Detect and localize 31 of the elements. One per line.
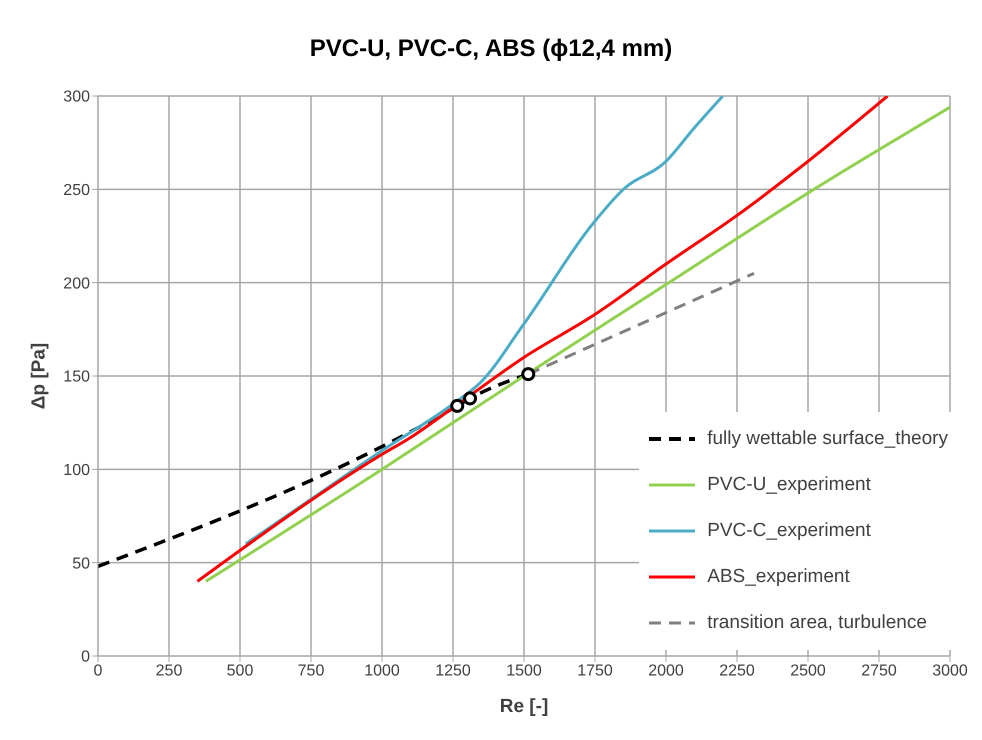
x-tick-label: 1000 xyxy=(364,662,400,680)
point xyxy=(521,367,536,382)
x-tick-label: 2000 xyxy=(648,662,684,680)
y-tick-label: 150 xyxy=(63,368,90,386)
y-tick-label: 300 xyxy=(63,88,90,106)
legend-label: ABS_experiment xyxy=(707,566,850,588)
point xyxy=(463,391,478,406)
x-tick-label: 2250 xyxy=(719,662,755,680)
x-tick-label: 3000 xyxy=(932,662,968,680)
x-axis-title: Re [-] xyxy=(500,696,548,717)
x-tick-label: 2750 xyxy=(861,662,897,680)
y-tick-label: 200 xyxy=(63,275,90,292)
chart-title: PVC-U, PVC-C, ABS (ϕ12,4 mm) xyxy=(308,34,674,64)
y-tick-label: 0 xyxy=(81,648,90,666)
legend-label: transition area, turbulence xyxy=(707,612,927,634)
legend-label: fully wettable surface_theory xyxy=(707,428,948,450)
x-tick-label: 250 xyxy=(156,662,182,680)
y-axis-title: Δp [Pa] xyxy=(28,342,50,410)
x-tick-label: 1250 xyxy=(435,662,471,680)
y-tick-label: 50 xyxy=(72,555,90,572)
point xyxy=(450,398,464,413)
x-tick-label: 1750 xyxy=(577,662,613,680)
x-tick-label: 500 xyxy=(226,662,254,680)
x-tick-label: 750 xyxy=(298,662,324,680)
y-tick-label: 100 xyxy=(63,462,90,480)
x-tick-label: 2500 xyxy=(790,662,826,680)
legend-label: PVC-C_experiment xyxy=(707,520,871,542)
y-tick-label: 250 xyxy=(63,182,90,200)
legend-label: PVC-U_experiment xyxy=(707,474,871,496)
x-tick-label: 0 xyxy=(94,662,103,680)
x-tick-label: 1500 xyxy=(506,662,542,680)
